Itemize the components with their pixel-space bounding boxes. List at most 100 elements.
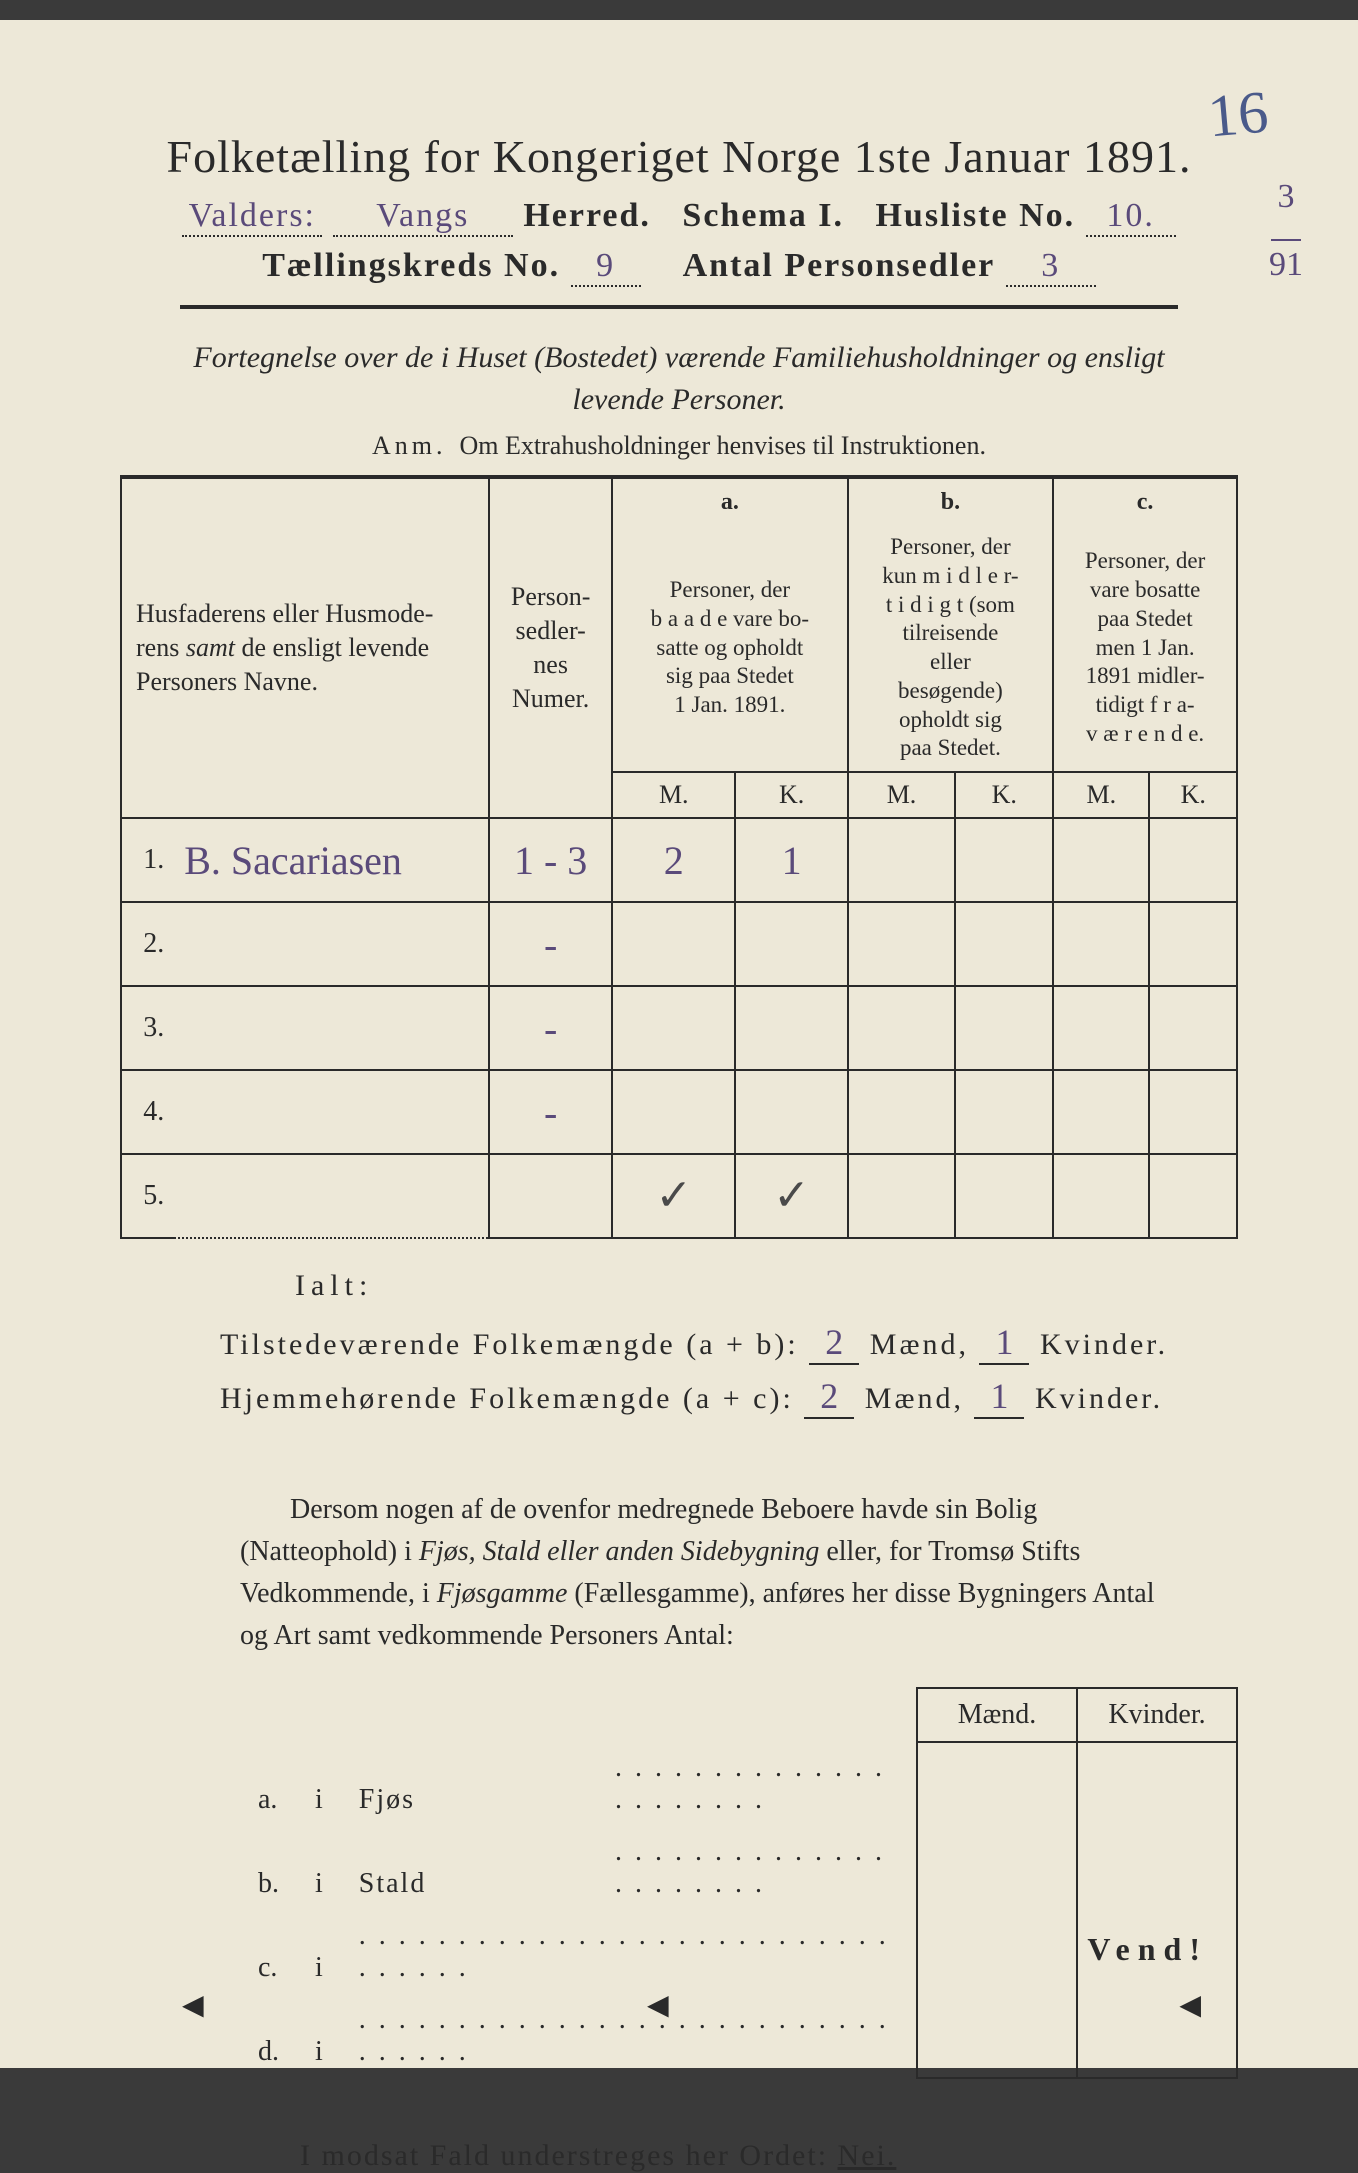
fjos-label: Stald bbox=[341, 1826, 597, 1910]
table-row: 2. - bbox=[121, 902, 1237, 986]
binding-mark-icon: ◄ bbox=[640, 1984, 676, 2026]
fjos-m bbox=[917, 1910, 1077, 1994]
binding-mark-icon: ◄ bbox=[175, 1984, 211, 2026]
row-num: 4. bbox=[121, 1070, 174, 1154]
sum1-label: Tilstedeværende Folkemængde (a + b): bbox=[220, 1328, 799, 1361]
row-c-m bbox=[1053, 818, 1149, 902]
fjos-let: b. bbox=[240, 1826, 297, 1910]
antal-value: 3 bbox=[1006, 247, 1096, 287]
row-a-m bbox=[612, 902, 735, 986]
outbuilding-table: Mænd. Kvinder. a. i Fjøs . . . . . . . .… bbox=[240, 1687, 1238, 2079]
anm-line: Anm. Om Extrahusholdninger henvises til … bbox=[120, 431, 1238, 461]
herred-label: Herred. bbox=[523, 197, 651, 234]
herred-value: Vangs bbox=[333, 197, 513, 237]
row-b-m bbox=[848, 818, 956, 902]
sum2-k: 1 bbox=[974, 1375, 1024, 1419]
sum1-k: 1 bbox=[979, 1321, 1029, 1365]
header-line-2: Valders: Vangs Herred. Schema I. Huslist… bbox=[120, 197, 1238, 237]
row-a-m bbox=[612, 986, 735, 1070]
col-header-a-text: Personer, derb a a d e vare bo-satte og … bbox=[612, 525, 848, 772]
fjos-m bbox=[917, 1742, 1077, 1826]
anm-label: Anm. bbox=[372, 431, 447, 460]
row-a-k-tick: ✓ bbox=[735, 1154, 847, 1238]
region-value: Valders: bbox=[182, 197, 322, 237]
row-num: 5. bbox=[121, 1154, 174, 1238]
col-header-b-label: b. bbox=[848, 477, 1053, 525]
row-a-m bbox=[612, 1070, 735, 1154]
row-personnum: - bbox=[489, 986, 612, 1070]
row-personnum bbox=[489, 1154, 612, 1238]
side-note-sep bbox=[1271, 239, 1301, 241]
col-b-m: M. bbox=[848, 772, 956, 818]
schema-label: Schema I. bbox=[682, 197, 844, 234]
col-a-k: K. bbox=[735, 772, 847, 818]
kvinder-label: Kvinder. bbox=[1035, 1382, 1163, 1415]
row-personnum: - bbox=[489, 902, 612, 986]
fjos-row: a. i Fjøs . . . . . . . . . . . . . . . … bbox=[240, 1742, 1237, 1826]
anm-text: Om Extrahusholdninger henvises til Instr… bbox=[460, 431, 986, 460]
corner-annotation: 16 bbox=[1205, 78, 1271, 152]
side-date-annotation: 3 91 bbox=[1269, 180, 1303, 282]
col-header-b-text: Personer, derkun m i d l e r-t i d i g t… bbox=[848, 525, 1053, 772]
side-note-top: 3 bbox=[1278, 178, 1295, 215]
row-num: 2. bbox=[121, 902, 174, 986]
fjos-let: a. bbox=[240, 1742, 297, 1826]
fjos-m bbox=[917, 1994, 1077, 2078]
row-c-m bbox=[1053, 902, 1149, 986]
side-note-bot: 91 bbox=[1269, 246, 1303, 283]
census-form-page: 16 3 91 Folketælling for Kongeriget Norg… bbox=[0, 20, 1358, 2068]
husliste-label: Husliste No. bbox=[875, 197, 1075, 234]
fjos-dots: . . . . . . . . . . . . . . . . . . . . … bbox=[597, 1742, 917, 1826]
row-b-m bbox=[848, 986, 956, 1070]
table-row: 4. - bbox=[121, 1070, 1237, 1154]
header-line-3: Tællingskreds No. 9 Antal Personsedler 3 bbox=[120, 247, 1238, 287]
page-title: Folketælling for Kongeriget Norge 1ste J… bbox=[120, 130, 1238, 183]
kreds-value: 9 bbox=[571, 247, 641, 287]
fjos-i: i bbox=[297, 1994, 341, 2078]
antal-label: Antal Personsedler bbox=[683, 247, 996, 284]
row-c-k bbox=[1149, 902, 1237, 986]
fjos-dots: . . . . . . . . . . . . . . . . . . . . … bbox=[597, 1826, 917, 1910]
main-table: Husfaderens eller Husmode-rens samt de e… bbox=[120, 475, 1238, 1239]
nei-word: Nei. bbox=[838, 2139, 897, 2172]
maend-label: Mænd, bbox=[865, 1382, 964, 1415]
binding-mark-icon: ◄ bbox=[1172, 1984, 1208, 2026]
row-b-k bbox=[955, 902, 1053, 986]
fjos-i: i bbox=[297, 1826, 341, 1910]
husliste-value: 10. bbox=[1086, 197, 1176, 237]
row-name bbox=[174, 1070, 489, 1154]
row-b-k bbox=[955, 1070, 1053, 1154]
col-header-c-label: c. bbox=[1053, 477, 1237, 525]
col-c-m: M. bbox=[1053, 772, 1149, 818]
fjos-dots: . . . . . . . . . . . . . . . . . . . . … bbox=[341, 1910, 917, 1994]
row-a-k bbox=[735, 1070, 847, 1154]
row-b-k bbox=[955, 1154, 1053, 1238]
ialt-label: Ialt: bbox=[295, 1269, 1238, 1303]
table-row: 3. - bbox=[121, 986, 1237, 1070]
col-header-a-label: a. bbox=[612, 477, 848, 525]
fjos-let: d. bbox=[240, 1994, 297, 2078]
fjos-dots: . . . . . . . . . . . . . . . . . . . . … bbox=[341, 1994, 917, 2078]
row-b-k bbox=[955, 818, 1053, 902]
sum1-m: 2 bbox=[809, 1321, 859, 1365]
maend-label: Mænd, bbox=[870, 1328, 969, 1361]
sum2-m: 2 bbox=[804, 1375, 854, 1419]
table-row: 5. ✓ ✓ bbox=[121, 1154, 1237, 1238]
row-name: B. Sacariasen bbox=[174, 818, 489, 902]
sum-line-resident: Hjemmehørende Folkemængde (a + c): 2 Mæn… bbox=[220, 1375, 1238, 1419]
row-b-k bbox=[955, 986, 1053, 1070]
kreds-label: Tællingskreds No. bbox=[262, 247, 560, 284]
fjos-k bbox=[1077, 1826, 1237, 1910]
fjos-hdr-k: Kvinder. bbox=[1077, 1688, 1237, 1742]
row-a-k bbox=[735, 902, 847, 986]
row-num: 1. bbox=[121, 818, 174, 902]
row-a-k bbox=[735, 986, 847, 1070]
row-c-k bbox=[1149, 1154, 1237, 1238]
row-b-m bbox=[848, 1154, 956, 1238]
fjos-k bbox=[1077, 1742, 1237, 1826]
row-c-k bbox=[1149, 1070, 1237, 1154]
fjos-hdr-m: Mænd. bbox=[917, 1688, 1077, 1742]
col-header-num: Person-sedler-nesNumer. bbox=[489, 477, 612, 818]
sum-line-present: Tilstedeværende Folkemængde (a + b): 2 M… bbox=[220, 1321, 1238, 1365]
kvinder-label: Kvinder. bbox=[1040, 1328, 1168, 1361]
